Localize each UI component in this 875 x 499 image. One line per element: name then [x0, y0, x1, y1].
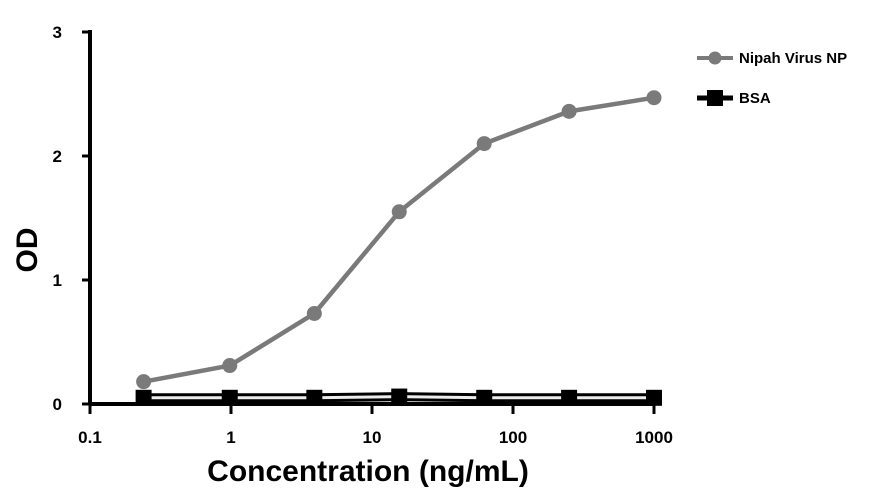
- y-tick-label: 2: [53, 147, 62, 166]
- legend-item: BSA: [697, 90, 771, 107]
- data-point: [221, 389, 238, 406]
- y-axis-title: OD: [11, 228, 44, 273]
- data-point: [561, 103, 577, 119]
- x-tick-label: 0.1: [78, 428, 102, 447]
- data-point: [391, 204, 407, 220]
- axis-titles: Concentration (ng/mL) OD: [11, 228, 529, 489]
- x-tick-label: 1000: [635, 428, 673, 447]
- legend-marker: [708, 51, 722, 65]
- legend-item: Nipah Virus NP: [697, 50, 847, 67]
- x-axis-title: Concentration (ng/mL): [207, 455, 529, 488]
- y-tick-label: 1: [53, 271, 62, 290]
- x-tick-label: 1: [226, 428, 235, 447]
- data-point: [646, 389, 662, 406]
- data-point: [222, 358, 238, 374]
- y-tick-label: 3: [53, 23, 62, 42]
- series-line-nipah-virus-np: [143, 95, 655, 384]
- legend: Nipah Virus NP BSA: [697, 50, 847, 107]
- data-point: [646, 90, 662, 106]
- y-tick-label: 0: [53, 395, 62, 414]
- ticks: 0.1 1 10 100 1000 0 1 2 3: [53, 23, 673, 447]
- data-point: [306, 305, 322, 321]
- legend-label: BSA: [739, 90, 771, 107]
- legend-marker: [707, 90, 723, 106]
- series-nipah-virus-np: [136, 90, 662, 390]
- legend-label: Nipah Virus NP: [739, 50, 847, 67]
- series-bsa: [135, 388, 662, 406]
- x-tick-label: 100: [499, 428, 527, 447]
- data-point: [476, 389, 493, 406]
- data-point: [561, 389, 578, 406]
- data-point: [391, 388, 408, 405]
- series-layer: [135, 90, 662, 406]
- data-point: [306, 389, 323, 406]
- data-point: [136, 374, 152, 390]
- x-tick-label: 10: [363, 428, 382, 447]
- axes: [88, 30, 655, 406]
- data-point: [476, 136, 492, 152]
- data-point: [135, 389, 152, 406]
